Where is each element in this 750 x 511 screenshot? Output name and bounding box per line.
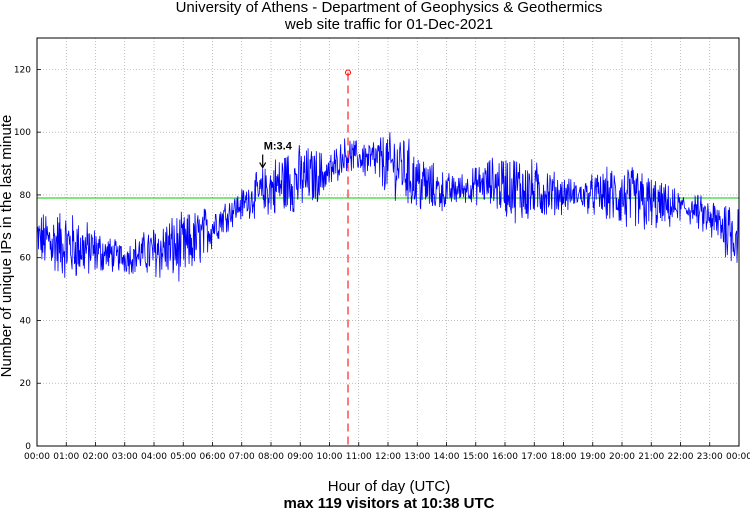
x-tick-label: 00:00 bbox=[726, 452, 750, 462]
x-tick-label: 20:00 bbox=[609, 452, 635, 462]
y-tick-label: 80 bbox=[20, 191, 32, 201]
event-annotation-label: M:3.4 bbox=[264, 141, 293, 153]
x-tick-label: 16:00 bbox=[492, 452, 518, 462]
x-tick-label: 15:00 bbox=[463, 452, 489, 462]
x-tick-label: 04:00 bbox=[141, 452, 167, 462]
x-tick-label: 09:00 bbox=[287, 452, 313, 462]
x-tick-label: 07:00 bbox=[229, 452, 255, 462]
x-tick-label: 23:00 bbox=[697, 452, 723, 462]
x-axis-label: Hour of day (UTC) bbox=[328, 478, 451, 495]
x-tick-label: 22:00 bbox=[668, 452, 694, 462]
y-tick-label: 40 bbox=[20, 316, 32, 326]
x-tick-label: 08:00 bbox=[258, 452, 284, 462]
x-tick-label: 19:00 bbox=[580, 452, 606, 462]
y-tick-label: 20 bbox=[20, 379, 32, 389]
x-tick-label: 13:00 bbox=[404, 452, 430, 462]
y-tick-label: 100 bbox=[14, 128, 31, 138]
x-tick-label: 14:00 bbox=[434, 452, 460, 462]
x-tick-label: 21:00 bbox=[638, 452, 664, 462]
chart-subtitle: web site traffic for 01-Dec-2021 bbox=[284, 16, 493, 33]
y-tick-label: 0 bbox=[25, 442, 31, 452]
x-tick-label: 05:00 bbox=[170, 452, 196, 462]
x-tick-label: 01:00 bbox=[53, 452, 79, 462]
x-tick-label: 10:00 bbox=[317, 452, 343, 462]
traffic-series-line bbox=[36, 132, 740, 282]
y-axis-label: Number of unique IPs in the last minute bbox=[0, 115, 15, 378]
max-visitors-caption: max 119 visitors at 10:38 UTC bbox=[284, 495, 495, 511]
chart-title: University of Athens - Department of Geo… bbox=[176, 0, 603, 16]
y-tick-label: 120 bbox=[14, 65, 31, 75]
x-tick-label: 12:00 bbox=[375, 452, 401, 462]
y-axis-ticks: 0 20 40 60 80 100 120 bbox=[14, 65, 31, 452]
event-arrow-icon bbox=[259, 154, 267, 169]
x-tick-label: 06:00 bbox=[200, 452, 226, 462]
x-tick-label: 11:00 bbox=[346, 452, 372, 462]
x-axis-ticks: 00:00 01:00 02:00 03:00 04:00 05:00 06:00 07:00… bbox=[24, 452, 750, 462]
x-tick-label: 03:00 bbox=[112, 452, 138, 462]
max-visitors-marker-dot bbox=[345, 69, 352, 76]
grid bbox=[36, 38, 740, 447]
plot-frame bbox=[36, 37, 740, 447]
x-tick-label: 00:00 bbox=[24, 452, 50, 462]
x-tick-label: 02:00 bbox=[83, 452, 109, 462]
x-tick-label: 17:00 bbox=[521, 452, 547, 462]
y-tick-label: 60 bbox=[20, 254, 32, 264]
x-tick-label: 18:00 bbox=[551, 452, 577, 462]
